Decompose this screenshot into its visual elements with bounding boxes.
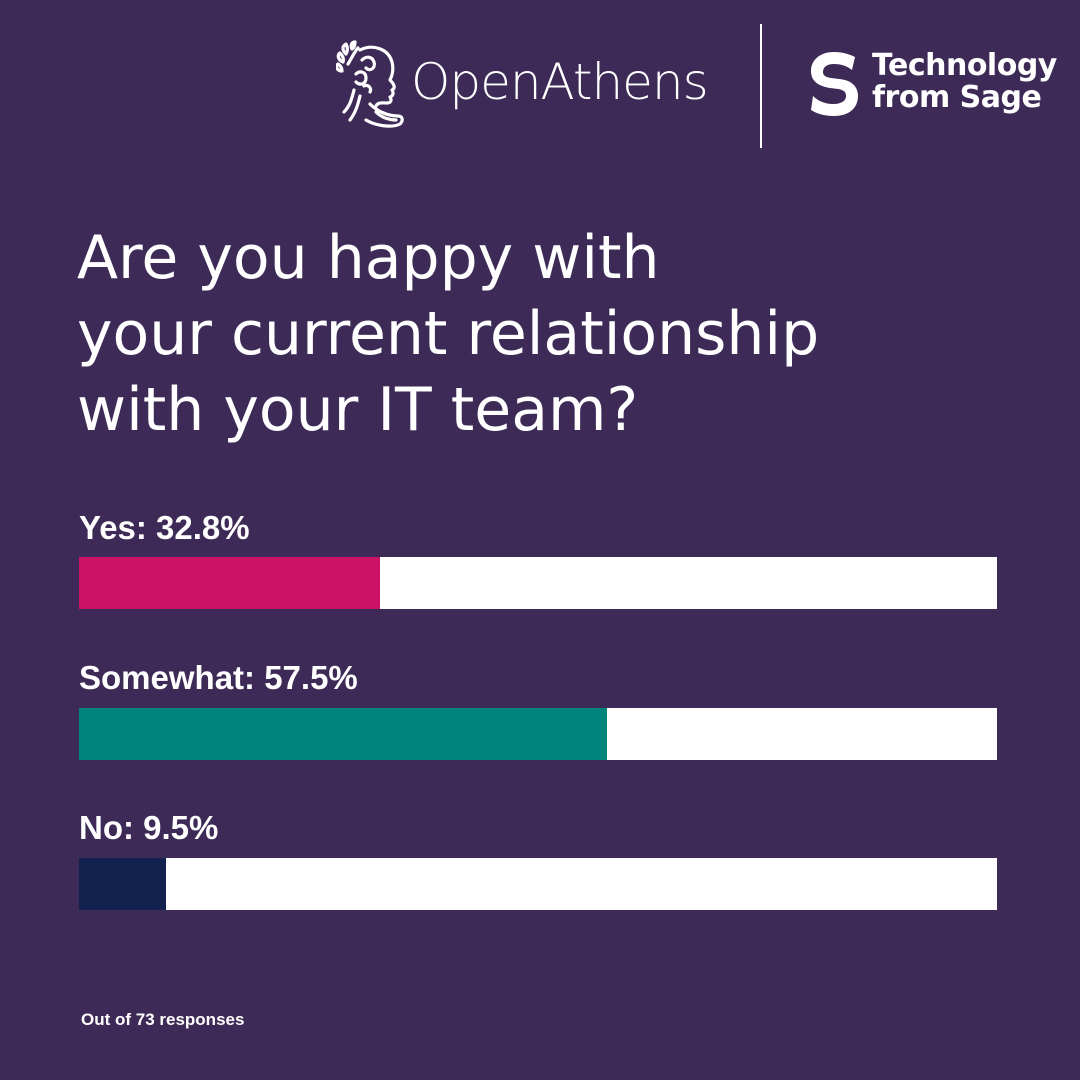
sage-tagline-line2: from Sage — [872, 80, 1042, 115]
bar-track-no — [79, 858, 997, 910]
bar-label-yes: Yes: 32.8% — [79, 509, 250, 546]
sage-tagline: Technology from Sage — [872, 50, 1057, 114]
technology-from-sage-logo: Technology from Sage — [808, 50, 1068, 120]
logo-divider — [760, 24, 762, 148]
question-line-1: Are you happy with — [77, 223, 660, 293]
bar-track-yes — [79, 557, 997, 609]
sage-tagline-line1: Technology — [872, 48, 1057, 83]
survey-question: Are you happy with your current relation… — [77, 220, 997, 448]
bar-yes — [79, 557, 381, 609]
bar-no — [79, 858, 167, 910]
question-line-3: with your IT team? — [77, 375, 639, 445]
response-count-note: Out of 73 responses — [81, 1010, 245, 1029]
bar-somewhat — [79, 708, 607, 760]
bar-track-somewhat — [79, 708, 997, 760]
bar-label-no: No: 9.5% — [79, 809, 219, 846]
sage-s-icon — [811, 52, 858, 116]
openathens-logo: OpenAthens — [336, 40, 726, 130]
athena-head-icon — [336, 40, 404, 128]
bar-label-somewhat: Somewhat: 57.5% — [79, 659, 358, 696]
openathens-wordmark: OpenAthens — [411, 53, 709, 111]
logo-header: OpenAthens Technology from Sage — [0, 0, 1080, 160]
question-line-2: your current relationship — [77, 299, 820, 369]
